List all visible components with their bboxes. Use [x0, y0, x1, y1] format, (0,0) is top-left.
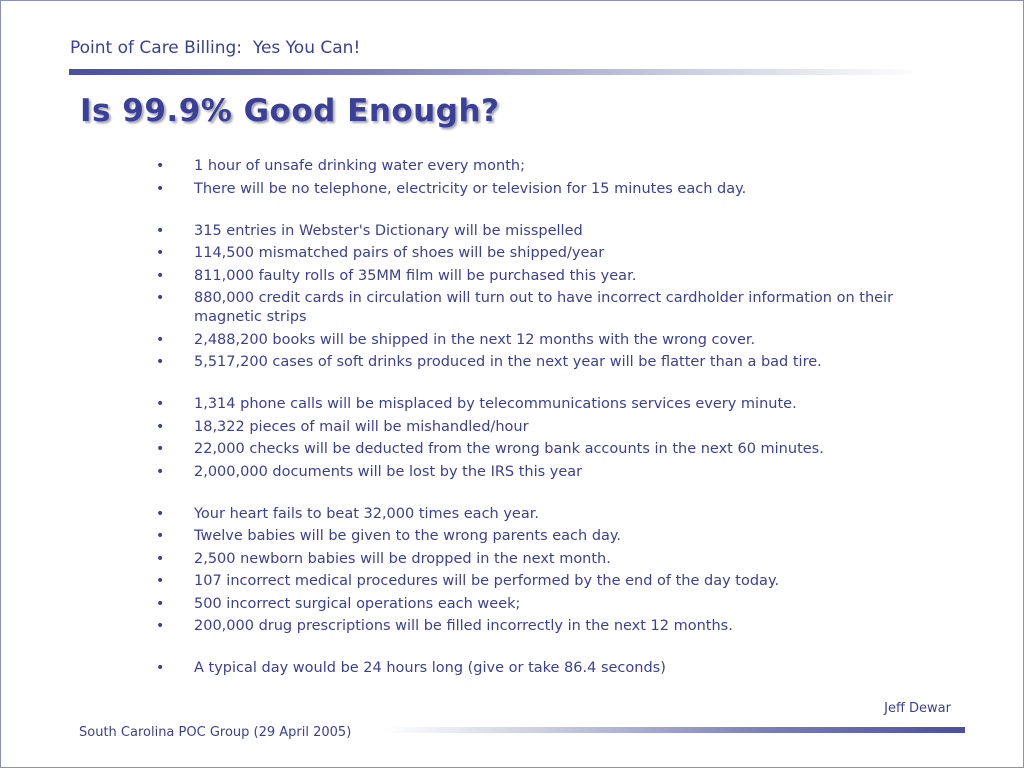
bullet-text: Your heart fails to beat 32,000 times ea… — [194, 505, 539, 522]
bullet-item: • There will be no telephone, electricity… — [156, 180, 956, 199]
bullet-item: • 1 hour of unsafe drinking water every m… — [156, 157, 956, 176]
bullet-item: • Your heart fails to beat 32,000 times e… — [156, 505, 956, 524]
bullet-text: Twelve babies will be given to the wrong… — [194, 528, 622, 544]
bullet-text: 500 incorrect surgical operations each w… — [194, 595, 521, 612]
bullet-item: • 22,000 checks will be deducted from the… — [156, 440, 956, 459]
bullet-icon: • — [156, 463, 165, 480]
slide-heading: Is 99.9% Good Enough? — [80, 93, 500, 129]
bullet-text: There will be no telephone, electricity … — [194, 180, 747, 197]
bullet-icon: • — [156, 528, 165, 544]
bullet-item: • 2,000,000 documents will be lost by the… — [156, 463, 956, 482]
bullet-item: • 18,322 pieces of mail will be mishandle… — [156, 418, 956, 437]
bullet-item: • 500 incorrect surgical operations each … — [156, 595, 956, 614]
bullet-item: • 200,000 drug prescriptions will be fill… — [156, 617, 956, 636]
bullet-icon: • — [156, 441, 165, 457]
bullet-text: 2,000,000 documents will be lost by the … — [194, 463, 583, 480]
bullet-text: 2,488,200 books will be shipped in the n… — [194, 331, 756, 348]
bullet-text: 200,000 drug prescriptions will be fille… — [194, 618, 733, 634]
bullet-icon: • — [156, 180, 165, 197]
bullet-text: 114,500 mismatched pairs of shoes will b… — [194, 245, 605, 261]
bullet-icon: • — [156, 290, 165, 306]
bullet-item: • 315 entries in Webster's Dictionary wil… — [156, 222, 956, 241]
bullet-icon: • — [156, 505, 165, 522]
bullet-item: • 2,500 newborn babies will be dropped in… — [156, 550, 956, 569]
bullet-item: • 880,000 credit cards in circulation wil… — [156, 289, 956, 327]
bullet-icon: • — [156, 396, 165, 412]
bullet-icon: • — [156, 550, 165, 567]
bullet-icon: • — [156, 267, 165, 284]
bullet-icon: • — [156, 222, 165, 239]
bullet-item: • 5,517,200 cases of soft drinks produced… — [156, 353, 956, 372]
footer-text: South Carolina POC Group (29 April 2005) — [79, 725, 352, 740]
bullet-list: • 1 hour of unsafe drinking water every m… — [156, 157, 956, 682]
bullet-item: • 107 incorrect medical procedures will b… — [156, 572, 956, 591]
bullet-text: 880,000 credit cards in circulation will… — [194, 290, 894, 325]
bullet-icon: • — [156, 573, 165, 589]
bullet-icon: • — [156, 158, 165, 174]
bullet-item: • 2,488,200 books will be shipped in the … — [156, 331, 956, 350]
bullet-item: • 114,500 mismatched pairs of shoes will … — [156, 244, 956, 263]
bullet-item: • 811,000 faulty rolls of 35MM film will … — [156, 267, 956, 286]
bullet-icon: • — [156, 618, 165, 634]
bullet-text: 811,000 faulty rolls of 35MM film will b… — [194, 267, 637, 284]
header-title: Point of Care Billing: Yes You Can! — [70, 38, 361, 58]
bullet-text: 18,322 pieces of mail will be mishandled… — [194, 418, 529, 435]
bullet-item: • 1,314 phone calls will be misplaced by … — [156, 395, 956, 414]
bullet-item: • Twelve babies will be given to the wron… — [156, 527, 956, 546]
bullet-text: 1 hour of unsafe drinking water every mo… — [194, 158, 525, 174]
bullet-icon: • — [156, 245, 165, 261]
footer-divider — [385, 727, 965, 733]
bullet-icon: • — [156, 331, 165, 348]
bullet-text: 22,000 checks will be deducted from the … — [194, 441, 824, 457]
bullet-text: 1,314 phone calls will be misplaced by t… — [194, 396, 797, 412]
bullet-icon: • — [156, 660, 165, 676]
bullet-icon: • — [156, 418, 165, 435]
bullet-text: 5,517,200 cases of soft drinks produced … — [194, 354, 822, 370]
bullet-item: • A typical day would be 24 hours long (g… — [156, 659, 956, 678]
header-divider — [69, 69, 919, 75]
bullet-icon: • — [156, 354, 165, 370]
bullet-text: A typical day would be 24 hours long (gi… — [194, 660, 666, 676]
bullet-text: 107 incorrect medical procedures will be… — [194, 573, 780, 589]
bullet-icon: • — [156, 595, 165, 612]
bullet-text: 2,500 newborn babies will be dropped in … — [194, 550, 611, 567]
bullet-text: 315 entries in Webster's Dictionary will… — [194, 222, 583, 239]
author-name: Jeff Dewar — [884, 701, 951, 716]
